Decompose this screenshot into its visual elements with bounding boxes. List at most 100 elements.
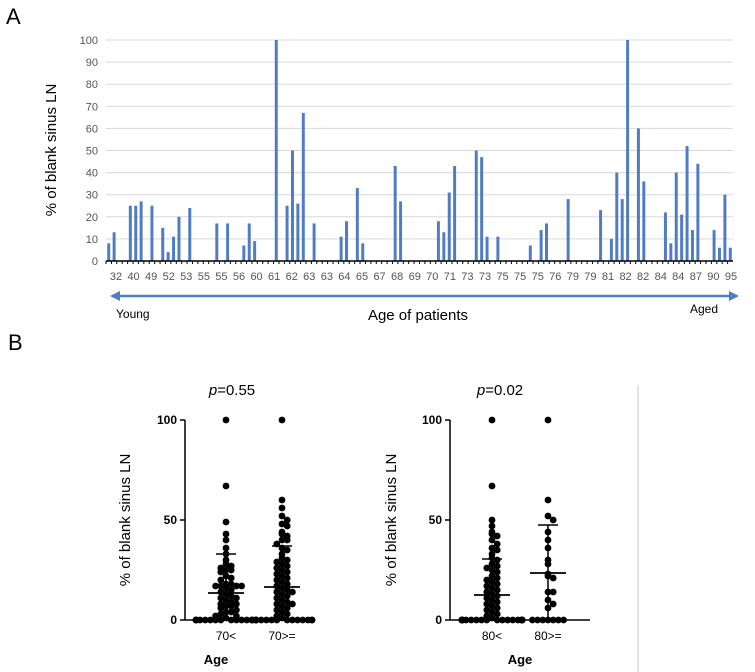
- data-point: [488, 482, 496, 490]
- bar: [134, 205, 138, 261]
- bar: [728, 247, 732, 261]
- x-tick-label: 79: [584, 271, 596, 283]
- data-point: [273, 570, 281, 578]
- data-point: [483, 606, 491, 614]
- bar: [177, 216, 181, 261]
- y-tick-label: 60: [86, 123, 98, 135]
- data-point: [560, 616, 567, 624]
- data-point: [493, 580, 501, 588]
- x-tick-label: 84: [672, 271, 684, 283]
- data-point: [518, 616, 526, 624]
- y-tick-label: 50: [429, 513, 443, 527]
- data-point: [273, 594, 281, 602]
- data-point: [283, 580, 291, 588]
- data-point: [217, 604, 225, 612]
- data-point: [509, 616, 517, 624]
- bar: [355, 188, 359, 261]
- data-point: [222, 416, 230, 424]
- data-point: [283, 604, 291, 612]
- data-point: [534, 616, 541, 624]
- data-point: [493, 540, 501, 548]
- x-tick-label: 62: [286, 271, 298, 283]
- p-value-label: p=0.02: [476, 382, 523, 399]
- bar: [215, 223, 219, 261]
- bar: [685, 146, 689, 261]
- data-point: [238, 616, 246, 624]
- y-tick-label: 80: [86, 79, 98, 91]
- data-point: [227, 580, 235, 588]
- bar-chart-panel-a: 0 10 20 30 40 50 60 70 80 90 100 32 40 49 52 53 55 55 56 6…: [43, 35, 739, 324]
- data-point: [283, 556, 291, 564]
- category-label: 80<: [482, 629, 502, 643]
- data-point: [227, 566, 235, 574]
- bar: [615, 172, 619, 261]
- data-point: [233, 616, 240, 624]
- data-point: [493, 586, 501, 594]
- data-point: [483, 616, 491, 624]
- bar: [609, 238, 613, 261]
- data-point: [233, 582, 240, 590]
- bar: [723, 194, 727, 261]
- data-point: [493, 562, 501, 570]
- y-tick-label: 100: [422, 413, 442, 427]
- x-tick-label: 70: [426, 271, 438, 283]
- data-point: [493, 616, 501, 624]
- arrow-left-label: Young: [116, 307, 150, 321]
- data-point: [483, 588, 491, 596]
- bar: [172, 236, 176, 261]
- bar: [139, 201, 143, 261]
- bar: [296, 203, 300, 261]
- data-point: [212, 616, 220, 624]
- x-tick-label: 73: [479, 271, 491, 283]
- x-tick-label: 55: [198, 271, 210, 283]
- x-tick-label: 79: [567, 271, 579, 283]
- data-point: [549, 600, 557, 608]
- data-point: [278, 536, 286, 544]
- y-tick-label: 70: [86, 101, 98, 113]
- data-point: [222, 536, 230, 544]
- x-tick-label: 56: [233, 271, 245, 283]
- x-tick-label: 73: [461, 271, 473, 283]
- x-tick-label: 75: [496, 271, 508, 283]
- data-point: [483, 564, 491, 572]
- bar: [339, 236, 343, 261]
- data-point: [278, 496, 286, 504]
- bar: [107, 243, 111, 261]
- panel-a-label: A: [6, 4, 21, 29]
- scatter-panel-b2: p=0.02 0 50 100 % of blank sinus LN 80< 80>=Ag…: [383, 382, 590, 667]
- x-tick-label: 84: [655, 271, 667, 283]
- data-point: [222, 544, 230, 552]
- bar: [712, 230, 716, 261]
- data-point: [227, 592, 235, 600]
- data-point: [529, 616, 536, 624]
- data-point: [493, 546, 501, 554]
- bar: [128, 205, 132, 261]
- x-tick-marks: [105, 261, 729, 264]
- y-tick-labels: 0 10 20 30 40 50 60 70 80 90 100: [80, 35, 98, 268]
- bar: [442, 232, 446, 261]
- data-point: [283, 562, 291, 570]
- data-point: [222, 482, 230, 490]
- x-axis-label: Age: [204, 652, 229, 667]
- data-point: [212, 582, 220, 590]
- data-point: [273, 576, 281, 584]
- y-tick-label: 100: [80, 35, 98, 47]
- data-point: [227, 602, 235, 610]
- y-tick-label: 100: [157, 413, 177, 427]
- data-point: [283, 536, 291, 544]
- data-point: [473, 616, 480, 624]
- bar: [680, 214, 684, 261]
- bar: [620, 199, 624, 261]
- data-point: [549, 574, 557, 582]
- data-point: [308, 616, 316, 624]
- data-point: [289, 600, 296, 608]
- data-point: [278, 416, 286, 424]
- x-tick-labels: 32 40 49 52 53 55 55 56 60 61 62 63 63 64 65 67 68 69 70 71…: [110, 271, 737, 283]
- data-point: [278, 520, 286, 528]
- data-point: [283, 522, 291, 530]
- bar: [566, 199, 570, 261]
- data-point: [478, 616, 485, 624]
- data-point: [283, 598, 291, 606]
- data-point: [283, 546, 291, 554]
